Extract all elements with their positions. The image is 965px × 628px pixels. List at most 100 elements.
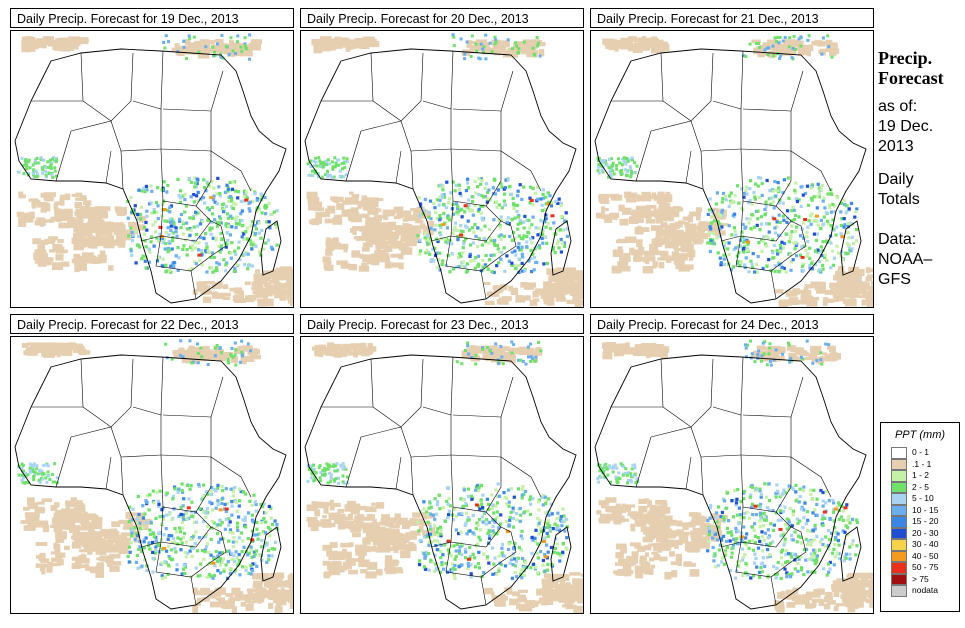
precip-cell — [190, 248, 194, 252]
precip-cell — [198, 507, 202, 511]
precip-cell — [792, 241, 796, 245]
precip-cell — [684, 221, 690, 228]
precip-cell — [782, 178, 786, 182]
precip-cell — [166, 572, 170, 576]
precip-cell — [719, 263, 723, 267]
precip-cell — [424, 211, 431, 217]
precip-cell — [600, 214, 608, 219]
precip-cell — [81, 237, 89, 245]
precip-cell — [361, 195, 368, 202]
precip-cell — [536, 588, 544, 596]
precip-cell — [143, 512, 147, 516]
panel-title: Daily Precip. Forecast for 20 Dec., 2013 — [300, 8, 584, 28]
precip-cell — [150, 189, 154, 193]
precip-cell — [827, 45, 831, 49]
precip-cell — [534, 528, 538, 532]
precip-cell — [28, 516, 40, 522]
precip-cell — [196, 342, 199, 346]
precip-cell — [185, 57, 188, 61]
precip-cell — [46, 470, 50, 474]
precip-cell — [449, 191, 453, 195]
precip-cell — [231, 206, 236, 211]
precip-cell — [512, 591, 521, 597]
precip-cell — [201, 196, 206, 200]
precip-cell — [142, 186, 146, 190]
precip-cell — [209, 196, 214, 200]
precip-cell — [141, 254, 145, 258]
precip-cell — [329, 504, 335, 511]
precip-cell — [799, 44, 803, 48]
precip-cell — [306, 191, 318, 199]
precip-cell — [151, 489, 155, 493]
precip-cell — [21, 480, 25, 484]
precip-cell — [192, 193, 196, 197]
precip-cell — [496, 188, 500, 192]
precip-cell — [483, 195, 487, 199]
precip-cell — [317, 218, 322, 224]
precip-cell — [34, 39, 47, 45]
precip-cell — [118, 519, 129, 524]
precip-cell — [161, 514, 165, 518]
precip-cell — [529, 199, 534, 202]
precip-cell — [810, 260, 814, 264]
precip-cell — [410, 208, 418, 212]
precip-cell — [237, 504, 241, 508]
precip-cell — [202, 483, 206, 487]
precip-cell — [63, 512, 68, 520]
precip-cell — [434, 562, 438, 566]
precip-cell — [633, 214, 642, 220]
precip-cell — [507, 259, 511, 263]
precip-cell — [477, 193, 481, 197]
precip-cell — [237, 553, 241, 557]
precip-cell — [513, 263, 517, 268]
precip-cell — [93, 522, 103, 529]
precip-cell — [528, 498, 532, 502]
country-border — [422, 50, 454, 110]
precip-cell — [850, 292, 861, 298]
precip-cell — [233, 189, 237, 193]
precip-cell — [720, 208, 724, 212]
precip-cell — [61, 39, 67, 44]
precip-cell — [164, 342, 168, 346]
precip-cell — [47, 474, 51, 478]
precip-cell — [221, 496, 225, 500]
precip-cell — [258, 553, 262, 557]
precip-cell — [178, 219, 182, 223]
precip-cell — [550, 201, 554, 205]
precip-cell — [800, 255, 805, 259]
precip-cell — [173, 353, 179, 359]
precip-cell — [488, 41, 492, 45]
precip-cell — [65, 504, 70, 511]
precip-cell — [549, 502, 553, 506]
precip-cell — [518, 183, 522, 187]
precip-cell — [563, 529, 567, 533]
precip-cell — [88, 566, 100, 572]
precip-cell — [74, 504, 86, 513]
precip-cell — [461, 229, 465, 234]
precip-cell — [756, 209, 760, 213]
precip-cell — [815, 219, 819, 223]
precip-cell — [55, 510, 65, 518]
precip-cell — [465, 532, 469, 536]
precip-cell — [404, 544, 417, 552]
country-border — [740, 111, 792, 152]
precip-field — [17, 339, 293, 613]
precip-cell — [775, 40, 778, 43]
precip-cell — [48, 172, 52, 175]
precip-cell — [210, 486, 214, 490]
precip-cell — [236, 563, 240, 567]
precip-cell — [185, 227, 189, 231]
precip-cell — [516, 487, 521, 491]
precip-cell — [538, 597, 544, 604]
precip-cell — [517, 263, 521, 268]
precip-cell — [457, 551, 462, 555]
coastline — [304, 48, 577, 304]
country-border — [160, 200, 212, 242]
precip-cell — [270, 577, 275, 582]
precip-cell — [580, 287, 583, 291]
precip-cell — [523, 510, 527, 514]
precip-cell — [580, 579, 583, 585]
precip-cell — [738, 264, 742, 268]
precip-cell — [625, 174, 629, 178]
precip-cell — [364, 506, 376, 512]
